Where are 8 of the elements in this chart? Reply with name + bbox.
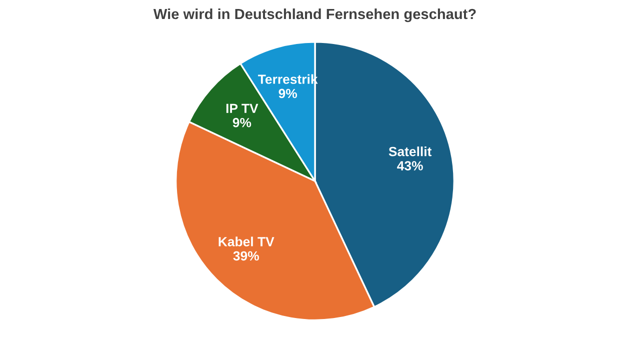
data-label: 9%	[278, 88, 298, 98]
chart-title: Wie wird in Deutschland Fernsehen geschaut?	[153, 8, 476, 22]
slice-label: Satellit	[388, 146, 432, 156]
data-label: 39%	[233, 251, 259, 261]
slice-label: Kabel TV	[218, 236, 274, 246]
slice-label: IP TV	[226, 104, 258, 113]
data-label: 43%	[397, 161, 423, 170]
data-label: 9%	[232, 118, 252, 128]
